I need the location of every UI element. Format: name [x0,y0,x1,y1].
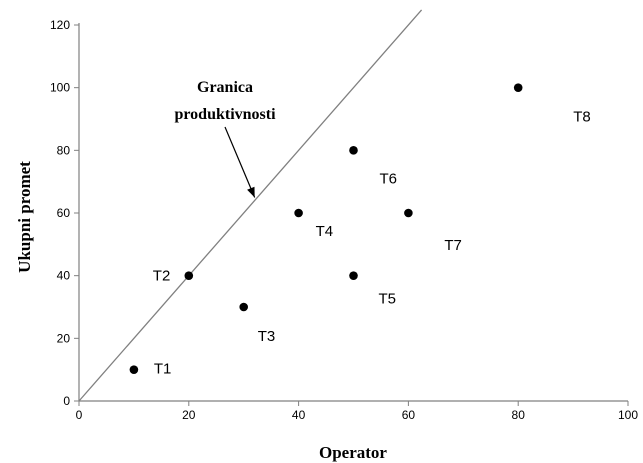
axes: 0 20 40 60 80 100 120 0 20 40 60 80 100 [50,18,638,422]
y-tick-label: 80 [57,143,71,157]
point-label-t1: T1 [154,361,172,378]
point-t5 [349,271,358,280]
y-tick-label: 40 [57,269,71,283]
y-tick-label: 120 [50,18,70,32]
annotation-line-2: produktivnosti [174,106,276,123]
y-tick-label: 60 [57,206,71,220]
productivity-frontier [78,9,423,402]
point-label-t7: T7 [444,237,462,254]
point-t4 [294,208,303,218]
x-tick-label: 20 [182,408,196,422]
annotation-arrow-head [247,186,255,198]
point-label-t5: T5 [379,291,397,308]
point-t2 [184,271,194,280]
point-label-t6: T6 [380,170,398,187]
point-label-t8: T8 [573,109,591,126]
x-tick-label: 0 [76,408,83,422]
x-axis-title: Operator [319,443,387,462]
point-t1 [129,365,139,374]
x-tick-label: 100 [618,408,638,422]
point-label-t4: T4 [316,223,334,240]
y-tick-label: 100 [50,81,70,95]
frontier-line [78,9,423,402]
point-label-t2: T2 [153,268,171,285]
point-label-t3: T3 [258,328,276,345]
y-tick-label: 20 [57,331,71,345]
x-tick-label: 40 [292,408,306,422]
data-points: T1 T2 T3 T4 T5 T6 T7 T8 [129,83,591,378]
point-t7 [404,208,413,218]
x-tick-label: 60 [402,408,416,422]
x-tick-label: 80 [512,408,526,422]
y-tick-label: 0 [63,394,70,408]
point-t3 [239,302,248,312]
y-axis-title: Ukupni promet [15,161,34,273]
annotation-line-1: Granica [197,79,253,96]
point-t8 [513,83,523,92]
annotation-arrow-shaft [224,126,256,198]
frontier-annotation: Granica produktivnosti [174,79,276,198]
point-t6 [349,146,358,155]
